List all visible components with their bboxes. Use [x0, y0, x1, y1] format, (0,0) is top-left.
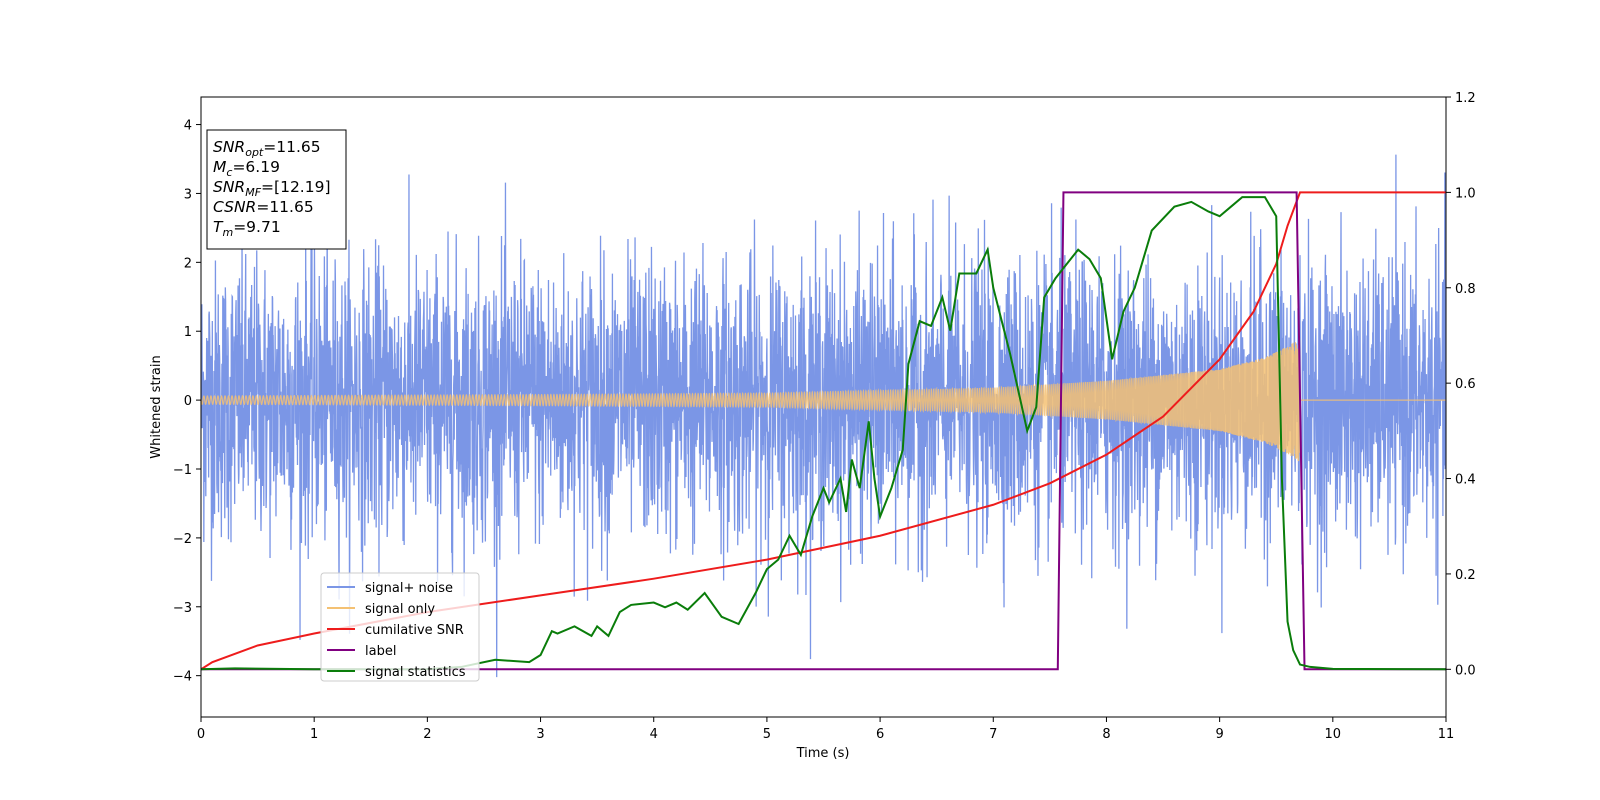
y-tick-label: 0 [184, 394, 192, 409]
legend-entry: cumilative SNR [365, 623, 464, 638]
x-tick-label: 11 [1438, 727, 1455, 742]
y-tick-label: 1 [184, 325, 192, 340]
x-tick-label: 9 [1215, 727, 1223, 742]
y-axis-label: Whitened strain [149, 355, 164, 458]
annotation-line: SNRMF=[12.19] [213, 178, 331, 199]
x-tick-label: 1 [310, 727, 318, 742]
annotation-line: CSNR=11.65 [213, 198, 314, 216]
y2-tick-label: 0.8 [1455, 282, 1476, 297]
y2-tick-label: 0.6 [1455, 377, 1476, 392]
series-signal-noise [201, 154, 1446, 678]
x-tick-label: 3 [536, 727, 544, 742]
y-tick-label: 4 [184, 119, 192, 134]
y-tick-label: 3 [184, 187, 192, 202]
plot-frame [200, 96, 1447, 718]
legend-entry: signal+ noise [365, 581, 453, 596]
legend-entry: label [365, 644, 396, 659]
y2-tick-label: 1.2 [1455, 91, 1476, 106]
y-axis-right: 0.0 0.2 0.4 0.6 0.8 1.0 1.2 [1446, 91, 1476, 678]
x-tick-label: 6 [876, 727, 884, 742]
x-axis-label: Time (s) [796, 746, 850, 761]
x-tick-label: 7 [989, 727, 997, 742]
y2-tick-label: 0.0 [1455, 663, 1476, 678]
legend-entry: signal only [365, 602, 435, 617]
x-tick-label: 2 [423, 727, 431, 742]
legend-frame [320, 572, 480, 682]
annotation-line: SNRopt=11.65 [213, 138, 321, 159]
annotation-line: Tm=9.71 [213, 218, 281, 239]
annotation-box: SNRopt=11.65Mc=6.19SNRMF=[12.19]CSNR=11.… [206, 129, 347, 250]
series-signal-only [201, 338, 1446, 462]
legend: signal+ noise signal only cumilative SNR la… [320, 572, 480, 682]
y-tick-label: −2 [173, 532, 192, 547]
x-tick-label: 0 [197, 727, 205, 742]
legend-entry: signal statistics [365, 665, 466, 680]
y-tick-label: −1 [173, 463, 192, 478]
y-tick-label: −4 [173, 670, 192, 685]
y-tick-label: −3 [173, 601, 192, 616]
y2-tick-label: 1.0 [1455, 186, 1476, 201]
y-axis-left: −4 −3 −2 −1 0 1 2 3 4 [173, 119, 201, 685]
y2-tick-label: 0.4 [1455, 473, 1476, 488]
y-tick-label: 2 [184, 256, 192, 271]
series-signal-statistics [201, 196, 1446, 671]
x-tick-label: 8 [1102, 727, 1110, 742]
x-tick-label: 4 [650, 727, 658, 742]
x-tick-label: 10 [1325, 727, 1342, 742]
x-tick-label: 5 [763, 727, 771, 742]
annotation-line: Mc=6.19 [213, 158, 280, 179]
x-axis: 0 1 2 3 4 5 6 7 8 9 10 11 [197, 717, 1454, 742]
annotation-frame [206, 129, 347, 250]
y2-tick-label: 0.2 [1455, 568, 1476, 583]
